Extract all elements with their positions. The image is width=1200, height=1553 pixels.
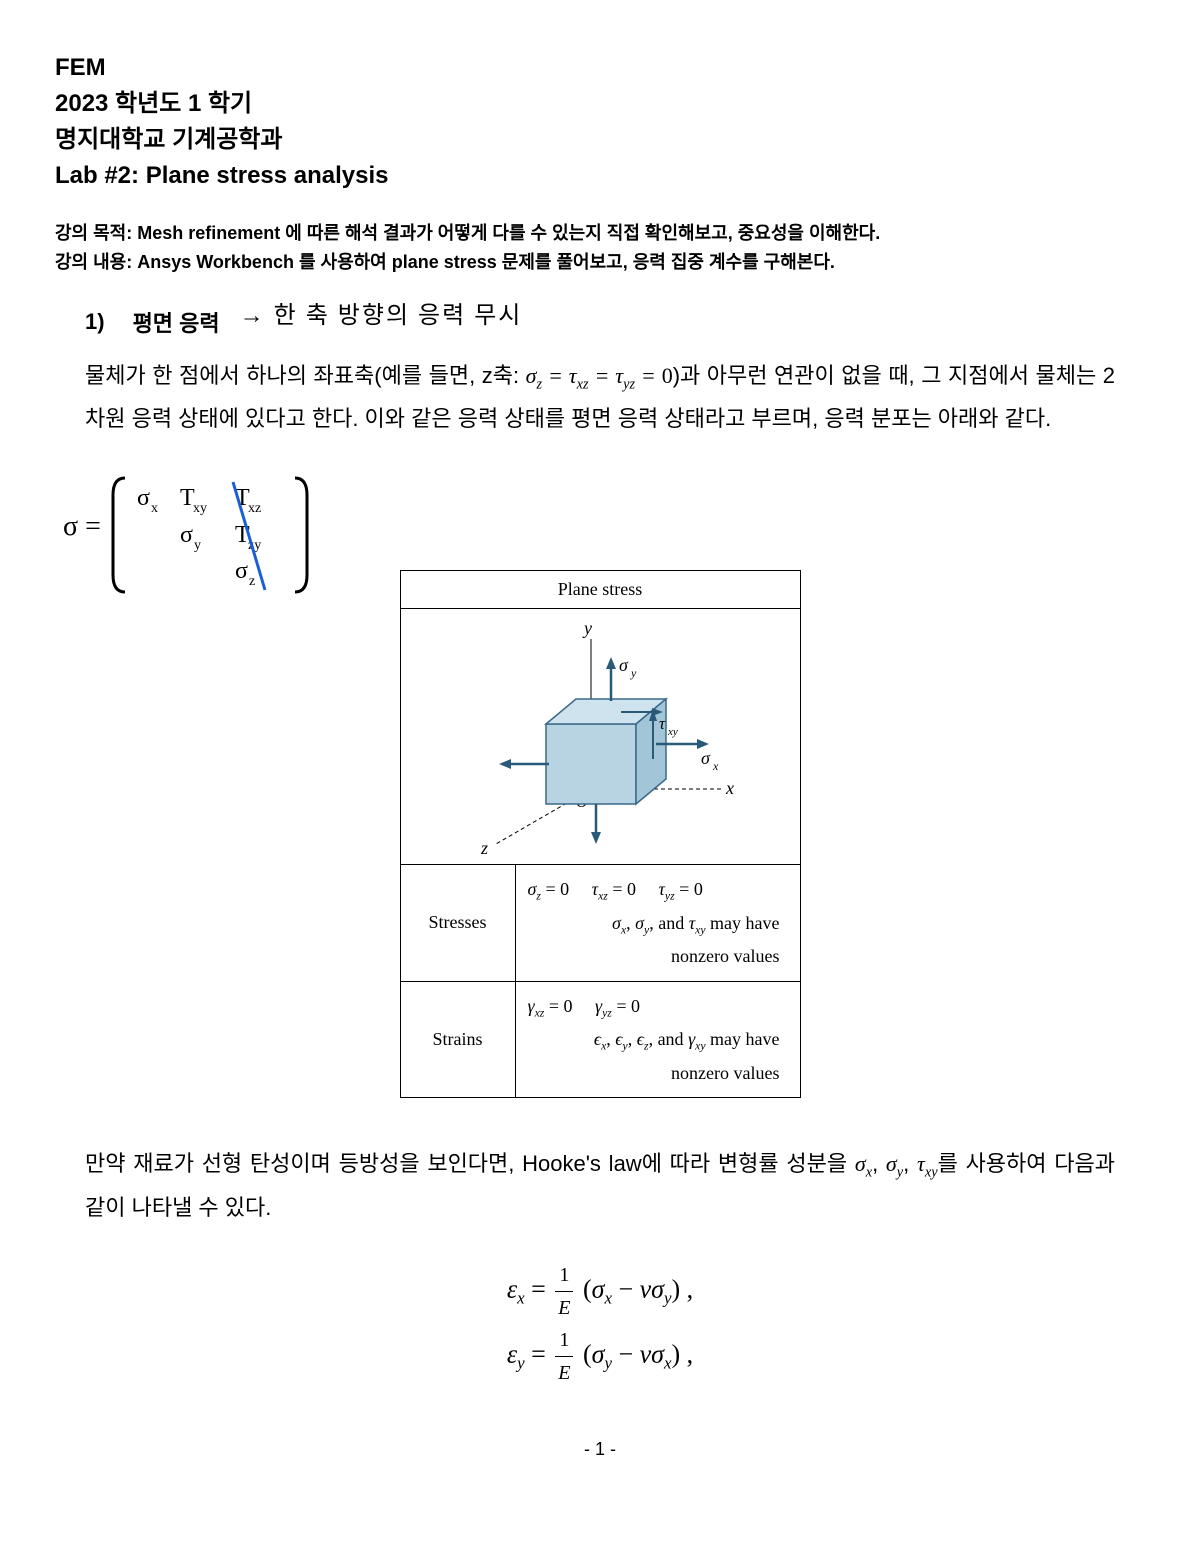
para2-pre: 만약 재료가 선형 탄성이며 등방성을 보인다면, Hooke's law에 따… [85,1151,855,1176]
svg-text:σ: σ [701,748,711,768]
stresses-content: σz = 0 τxz = 0 τyz = 0 σx, σy, and τxy m… [515,864,800,981]
header-line-3: 명지대학교 기계공학과 [55,122,1145,158]
svg-text:σ: σ [180,522,193,548]
stresses-label: Stresses [400,864,515,981]
equation-1: εx = 1E (σx − νσy) , [55,1259,1145,1324]
svg-text:xy: xy [193,501,207,516]
handwritten-matrix: σ = σx Txy Txz σy Tzy σz [55,460,1145,590]
equation-2: εy = 1E (σy − νσx) , [55,1324,1145,1389]
section-1-paragraph-2: 만약 재료가 선형 탄성이며 등방성을 보인다면, Hooke's law에 따… [85,1143,1115,1228]
plane-stress-figure: Plane stress x y z O [55,570,1145,1098]
svg-text:y: y [194,538,201,553]
svg-text:σ =: σ = [63,511,101,542]
svg-text:τ: τ [659,714,666,733]
objective-purpose: 강의 목적: Mesh refinement 에 따른 해석 결과가 어떻게 다… [55,219,1145,248]
stress-cube-svg: x y z O σy [401,609,771,859]
svg-text:xz: xz [248,501,261,516]
svg-text:y: y [582,618,592,638]
hookes-law-equations: εx = 1E (σx − νσy) , εy = 1E (σy − νσx) … [55,1259,1145,1389]
section-title: 평면 응력 [133,306,220,338]
svg-text:z: z [249,574,255,589]
header-line-4: Lab #2: Plane stress analysis [55,158,1145,194]
plane-stress-diagram-cell: x y z O σy [400,608,800,864]
header-line-1: FEM [55,50,1145,86]
objectives-block: 강의 목적: Mesh refinement 에 따른 해석 결과가 어떻게 다… [55,219,1145,277]
handwritten-annotation: → 한 축 방향의 응력 무시 [240,295,523,330]
svg-text:xy: xy [667,726,678,738]
matrix-svg: σ = σx Txy Txz σy Tzy σz [55,460,335,600]
svg-text:x: x [151,501,158,516]
svg-text:x: x [712,759,719,773]
strains-label: Strains [400,981,515,1098]
plane-stress-table: Plane stress x y z O [400,570,801,1098]
header-line-2: 2023 학년도 1 학기 [55,86,1145,122]
strains-content: γxz = 0 γyz = 0 ϵx, ϵy, ϵz, and γxy may … [515,981,800,1098]
svg-text:σ: σ [619,655,629,675]
svg-text:σ: σ [137,485,150,511]
svg-text:x: x [725,778,734,798]
para1-pre: 물체가 한 점에서 하나의 좌표축(예를 들면, z축: [85,363,526,388]
page-number: - 1 - [55,1439,1145,1460]
section-number: 1) [85,309,105,335]
svg-text:y: y [630,666,637,680]
objective-content: 강의 내용: Ansys Workbench 를 사용하여 plane stre… [55,248,1145,277]
section-1-paragraph-1: 물체가 한 점에서 하나의 좌표축(예를 들면, z축: σz = τxz = … [85,355,1115,440]
svg-text:z: z [480,838,488,858]
svg-text:σ: σ [235,558,248,584]
section-1-heading: 1) 평면 응력 → 한 축 방향의 응력 무시 [55,305,1145,340]
